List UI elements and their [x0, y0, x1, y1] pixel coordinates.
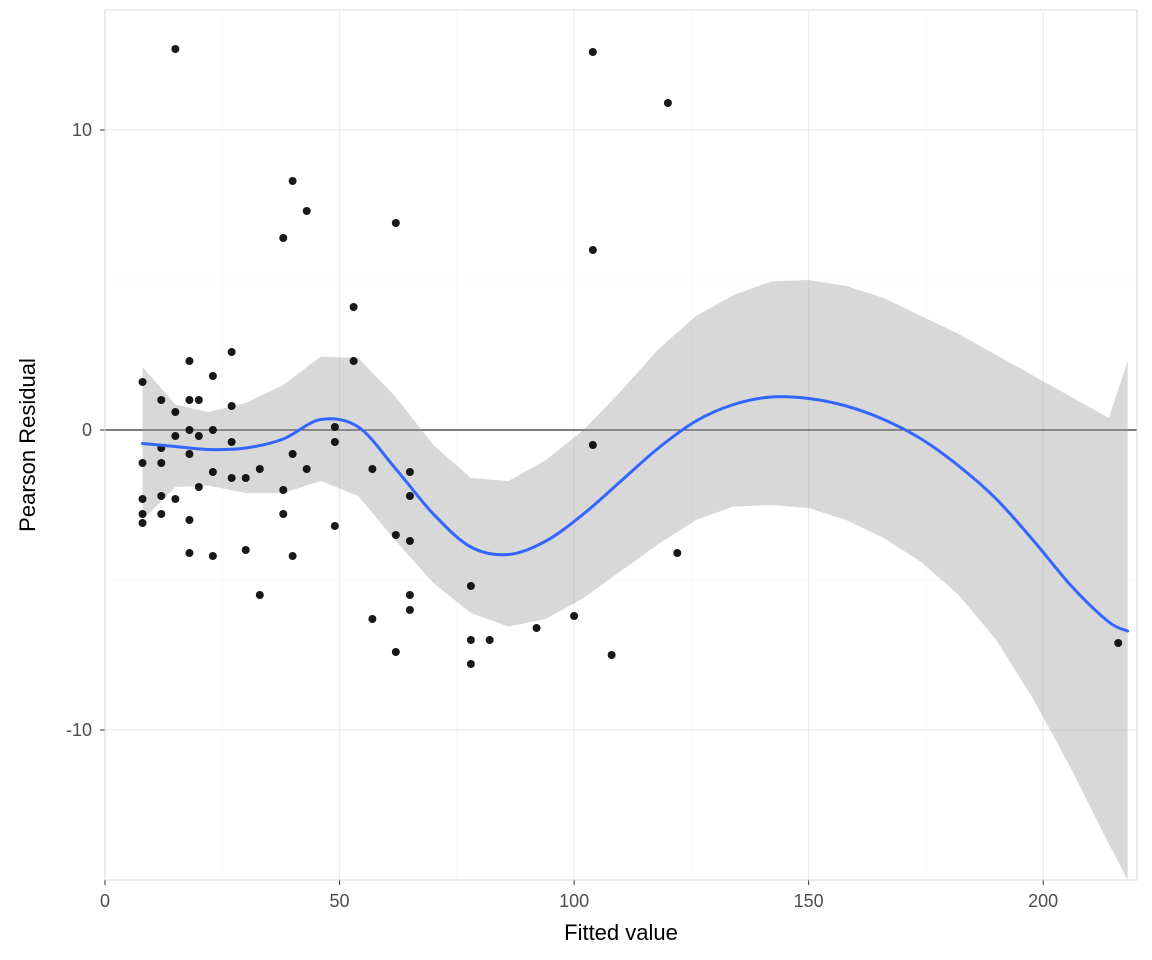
x-tick-label: 50 [330, 891, 350, 911]
data-point [467, 582, 475, 590]
x-tick-label: 200 [1028, 891, 1058, 911]
data-point [331, 438, 339, 446]
data-point [195, 483, 203, 491]
data-point [608, 651, 616, 659]
data-point [392, 648, 400, 656]
data-point [406, 468, 414, 476]
data-point [185, 549, 193, 557]
data-point [139, 519, 147, 527]
data-point [185, 516, 193, 524]
data-point [139, 510, 147, 518]
data-point [350, 303, 358, 311]
data-point [157, 510, 165, 518]
data-point [185, 426, 193, 434]
data-point [157, 459, 165, 467]
chart-svg: 0 50 100 150 200 -10 0 10 Fitted value Pearson Re… [0, 0, 1152, 960]
data-point [368, 465, 376, 473]
y-tick-label: -10 [66, 720, 92, 740]
data-point [171, 45, 179, 53]
data-point [467, 660, 475, 668]
data-point [406, 492, 414, 500]
data-point [171, 495, 179, 503]
data-point [406, 537, 414, 545]
x-axis-label: Fitted value [564, 920, 678, 945]
data-point [157, 396, 165, 404]
data-point [289, 552, 297, 560]
data-point [209, 372, 217, 380]
data-point [185, 450, 193, 458]
data-point [303, 207, 311, 215]
data-point [406, 591, 414, 599]
data-point [589, 441, 597, 449]
data-point [209, 468, 217, 476]
data-point [303, 465, 311, 473]
data-point [256, 591, 264, 599]
data-point [331, 522, 339, 530]
data-point [139, 459, 147, 467]
data-point [350, 357, 358, 365]
data-point [664, 99, 672, 107]
data-point [209, 552, 217, 560]
x-tick-label: 100 [559, 891, 589, 911]
data-point [570, 612, 578, 620]
data-point [279, 234, 287, 242]
data-point [589, 246, 597, 254]
x-tick-label: 0 [100, 891, 110, 911]
data-point [228, 438, 236, 446]
data-point [331, 423, 339, 431]
residual-plot: 0 50 100 150 200 -10 0 10 Fitted value Pearson Re… [0, 0, 1152, 960]
data-point [467, 636, 475, 644]
data-point [368, 615, 376, 623]
data-point [157, 492, 165, 500]
data-point [195, 432, 203, 440]
data-point [139, 495, 147, 503]
data-point [171, 432, 179, 440]
data-point [673, 549, 681, 557]
data-point [185, 396, 193, 404]
data-point [279, 486, 287, 494]
data-point [242, 474, 250, 482]
data-point [1114, 639, 1122, 647]
data-point [139, 378, 147, 386]
data-point [486, 636, 494, 644]
data-point [228, 474, 236, 482]
data-point [533, 624, 541, 632]
data-point [195, 396, 203, 404]
x-tick-label: 150 [794, 891, 824, 911]
data-point [289, 450, 297, 458]
data-point [242, 546, 250, 554]
y-axis-label: Pearson Residual [15, 358, 40, 532]
data-point [209, 426, 217, 434]
data-point [279, 510, 287, 518]
data-point [171, 408, 179, 416]
data-point [392, 531, 400, 539]
y-tick-label: 10 [72, 120, 92, 140]
data-point [406, 606, 414, 614]
data-point [185, 357, 193, 365]
data-point [289, 177, 297, 185]
data-point [228, 348, 236, 356]
data-point [228, 402, 236, 410]
data-point [589, 48, 597, 56]
data-point [256, 465, 264, 473]
data-point [392, 219, 400, 227]
y-tick-label: 0 [82, 420, 92, 440]
